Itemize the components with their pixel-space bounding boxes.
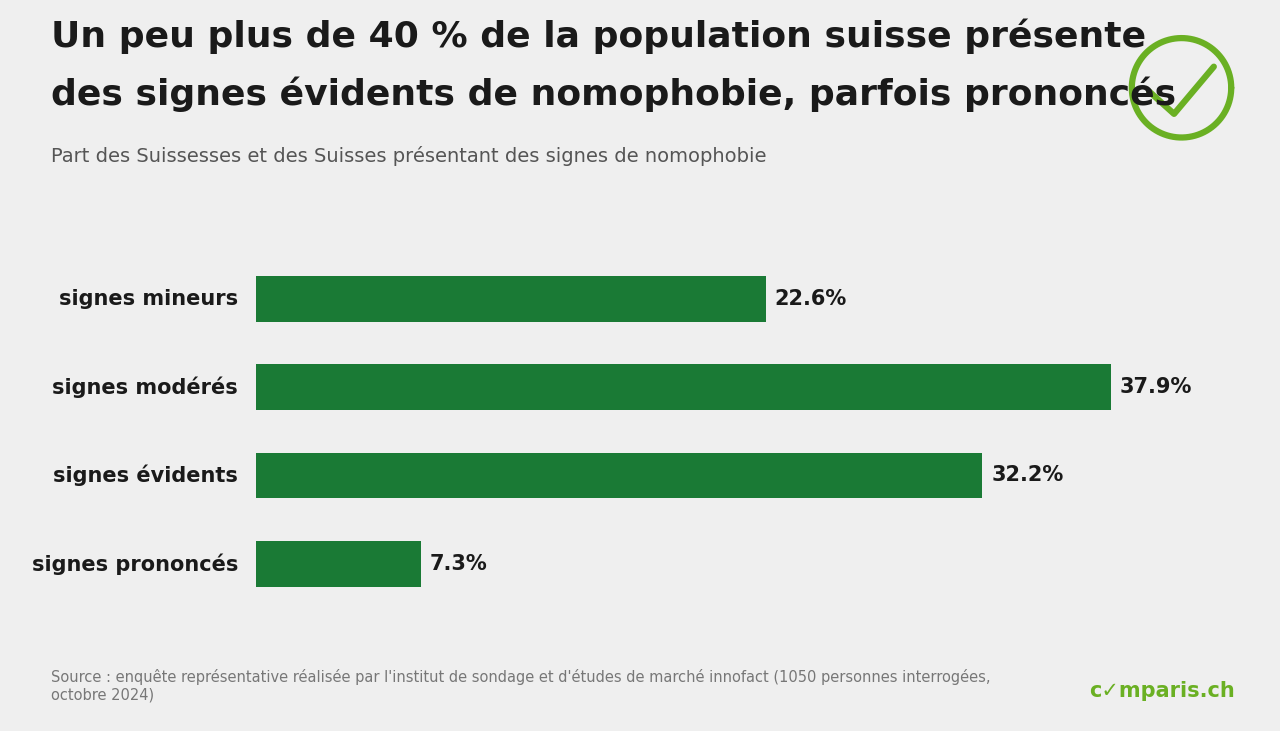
Text: c✓mparis.ch: c✓mparis.ch	[1089, 681, 1235, 701]
Text: 7.3%: 7.3%	[430, 554, 488, 574]
Text: Source : enquête représentative réalisée par l'institut de sondage et d'études d: Source : enquête représentative réalisée…	[51, 669, 991, 702]
Bar	[256, 364, 1111, 410]
Text: Part des Suissesses et des Suisses présentant des signes de nomophobie: Part des Suissesses et des Suisses prése…	[51, 146, 767, 166]
Bar	[256, 541, 421, 587]
Bar	[256, 452, 982, 499]
Text: Un peu plus de 40 % de la population suisse présente: Un peu plus de 40 % de la population sui…	[51, 18, 1147, 54]
Text: 32.2%: 32.2%	[991, 466, 1064, 485]
Text: 37.9%: 37.9%	[1120, 377, 1192, 397]
Text: signes modérés: signes modérés	[52, 376, 238, 398]
Text: 22.6%: 22.6%	[774, 289, 847, 308]
Text: des signes évidents de nomophobie, parfois prononcés: des signes évidents de nomophobie, parfo…	[51, 77, 1176, 113]
Text: signes mineurs: signes mineurs	[59, 289, 238, 308]
Text: signes prononcés: signes prononcés	[32, 553, 238, 575]
Text: signes évidents: signes évidents	[52, 465, 238, 486]
Bar	[256, 276, 765, 322]
